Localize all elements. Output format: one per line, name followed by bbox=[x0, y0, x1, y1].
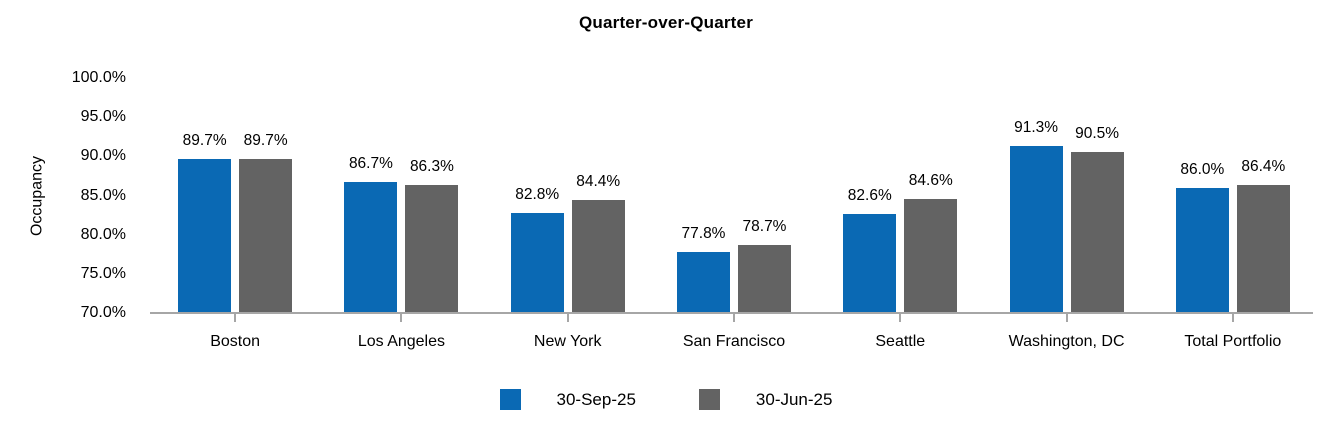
category-label-boston: Boston bbox=[210, 333, 261, 350]
category-label-los-angeles: Los Angeles bbox=[357, 333, 446, 350]
bar-value-label: 78.7% bbox=[742, 217, 787, 235]
category-label-new-york: New York bbox=[533, 333, 602, 350]
bar-30-sep-25-seattle bbox=[843, 214, 897, 313]
bar-value-label: 86.7% bbox=[348, 155, 393, 173]
bar-30-jun-25-seattle bbox=[904, 198, 958, 313]
bar-value-label: 86.0% bbox=[1180, 160, 1225, 178]
bar-value-label: 77.8% bbox=[681, 224, 726, 242]
bar-value-label: 82.6% bbox=[847, 187, 892, 205]
bar-30-jun-25-los-angeles bbox=[405, 185, 459, 313]
legend-item-30-sep-25: 30-Sep-25 bbox=[499, 389, 636, 410]
x-axis-tick bbox=[899, 314, 902, 322]
legend-swatch-30-sep-25 bbox=[499, 389, 521, 410]
x-axis-tick bbox=[234, 314, 237, 322]
chart-title: Quarter-over-Quarter bbox=[578, 13, 754, 32]
bar-30-sep-25-total-portfolio bbox=[1175, 187, 1229, 313]
y-tick-label: 75.0% bbox=[80, 264, 126, 282]
x-axis-tick bbox=[1065, 314, 1068, 322]
y-tick-label: 100.0% bbox=[71, 69, 126, 86]
category-label-san-francisco: San Francisco bbox=[682, 333, 786, 350]
legend-swatch-30-jun-25 bbox=[698, 389, 720, 410]
bar-value-label: 84.4% bbox=[576, 173, 621, 191]
x-axis-line bbox=[150, 312, 1313, 314]
bar-30-sep-25-boston bbox=[178, 158, 232, 313]
bar-30-jun-25-washington-dc bbox=[1070, 152, 1124, 313]
x-axis-tick bbox=[566, 314, 569, 322]
x-axis-tick bbox=[400, 314, 403, 322]
bar-30-sep-25-san-francisco bbox=[677, 251, 730, 313]
bar-30-sep-25-los-angeles bbox=[344, 182, 398, 313]
bar-30-sep-25-washington-dc bbox=[1009, 146, 1063, 313]
x-axis-tick bbox=[1231, 314, 1234, 322]
bar-value-label: 90.5% bbox=[1075, 125, 1120, 143]
bar-value-label: 91.3% bbox=[1014, 119, 1059, 137]
bar-30-jun-25-boston bbox=[239, 158, 293, 313]
y-tick-label: 80.0% bbox=[80, 225, 126, 243]
bar-30-sep-25-new-york bbox=[510, 212, 564, 313]
bar-value-label: 82.8% bbox=[515, 185, 560, 203]
category-label-total-portfolio: Total Portfolio bbox=[1184, 333, 1282, 350]
bar-value-label: 89.7% bbox=[243, 131, 288, 149]
bar-30-jun-25-san-francisco bbox=[738, 244, 791, 313]
y-tick-label: 85.0% bbox=[80, 186, 126, 204]
legend-label: 30-Jun-25 bbox=[755, 390, 833, 409]
bar-value-label: 84.6% bbox=[908, 171, 953, 189]
bar-value-label: 86.3% bbox=[409, 158, 454, 176]
y-tick-label: 70.0% bbox=[80, 304, 126, 321]
x-axis-tick bbox=[733, 314, 735, 322]
category-label-washington-dc: Washington, DC bbox=[1008, 333, 1125, 350]
legend: 30-Sep-25 30-Jun-25 bbox=[0, 389, 1332, 410]
bar-value-label: 86.4% bbox=[1241, 157, 1286, 175]
bar-value-label: 89.7% bbox=[182, 131, 227, 149]
legend-item-30-jun-25: 30-Jun-25 bbox=[698, 389, 833, 410]
y-tick-label: 95.0% bbox=[80, 108, 126, 126]
bar-30-jun-25-total-portfolio bbox=[1236, 184, 1290, 313]
bar-30-jun-25-new-york bbox=[571, 200, 625, 313]
category-label-seattle: Seattle bbox=[875, 333, 926, 350]
legend-label: 30-Sep-25 bbox=[556, 390, 636, 409]
y-tick-label: 90.0% bbox=[80, 147, 126, 165]
